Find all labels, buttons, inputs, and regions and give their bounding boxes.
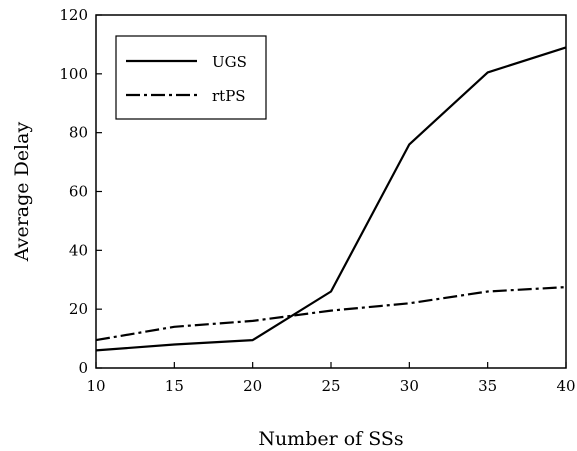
series-line-rtps bbox=[95, 286, 567, 342]
y-tick-label: 100 bbox=[59, 65, 88, 83]
series-line-ugs bbox=[95, 46, 567, 352]
series-layer bbox=[95, 46, 567, 352]
legend-box bbox=[115, 35, 267, 120]
y-tick-label: 40 bbox=[69, 241, 88, 259]
legend-label-ugs: UGS bbox=[212, 53, 247, 71]
x-axis: 10 15 20 25 30 35 40 bbox=[86, 362, 576, 395]
y-tick-label: 0 bbox=[78, 359, 88, 377]
x-tick-label: 40 bbox=[556, 377, 575, 395]
x-tick-label: 35 bbox=[478, 377, 497, 395]
y-axis-title: Average Delay bbox=[11, 122, 33, 263]
x-axis-title: Number of SSs bbox=[258, 428, 403, 450]
x-tick-label: 25 bbox=[321, 377, 340, 395]
y-tick-label: 80 bbox=[69, 124, 88, 142]
x-tick-label: 30 bbox=[400, 377, 419, 395]
legend: UGS rtPS bbox=[115, 35, 267, 120]
y-axis: 0 20 40 60 80 100 120 bbox=[59, 6, 102, 377]
x-tick-label: 20 bbox=[243, 377, 262, 395]
y-tick-label: 60 bbox=[69, 183, 88, 201]
x-tick-label: 15 bbox=[165, 377, 184, 395]
legend-label-rtps: rtPS bbox=[212, 87, 246, 105]
y-tick-label: 120 bbox=[59, 6, 88, 24]
y-tick-label: 20 bbox=[69, 300, 88, 318]
x-tick-label: 10 bbox=[86, 377, 105, 395]
